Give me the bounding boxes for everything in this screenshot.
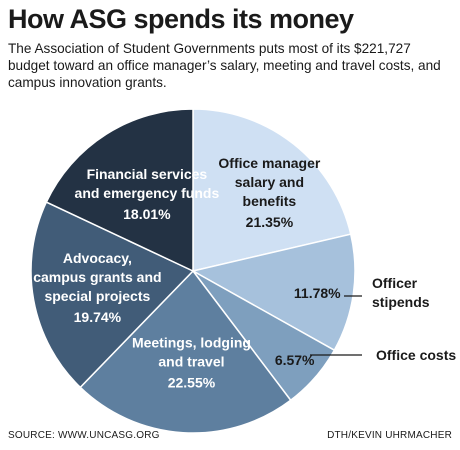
slice-value-financial-services-and-emergency-funds: 18.01% (123, 206, 171, 222)
pie-slice-meetings-lodging-and-travel (79, 269, 292, 434)
slice-label-financial-services-and-emergency-funds-line-1: Financial services (87, 166, 208, 182)
slice-value-officer-stipends: 11.78% (294, 285, 341, 301)
slice-label-office-manager-salary-and-benefits-line-3: benefits (243, 193, 297, 209)
credit-note: DTH/KEVIN UHRMACHER (327, 430, 452, 441)
slice-value-advocacy-campus-grants-and-special-projects: 19.74% (74, 309, 122, 325)
outside-label-office-costs-line-1: Office costs (376, 347, 456, 363)
slice-label-financial-services-and-emergency-funds-line-2: and emergency funds (75, 185, 220, 201)
chart-subtitle: The Association of Student Governments p… (8, 41, 441, 90)
slice-label-advocacy-campus-grants-and-special-projects-line-2: campus grants and (33, 269, 161, 285)
outside-label-officer-stipends-line-1: Officer (372, 275, 418, 291)
pie-slice-advocacy-campus-grants-and-special-projects (30, 201, 195, 389)
pie-slice-financial-services-and-emergency-funds (45, 108, 194, 273)
slice-value-office-costs: 6.57% (275, 352, 315, 368)
slice-label-meetings-lodging-and-travel-line-2: and travel (158, 354, 224, 370)
slice-value-office-manager-salary-and-benefits: 21.35% (246, 214, 294, 230)
slice-label-office-manager-salary-and-benefits-line-2: salary and (235, 174, 304, 190)
slice-label-meetings-lodging-and-travel-line-1: Meetings, lodging (132, 335, 251, 351)
pie-slice-office-manager-salary-and-benefits (192, 108, 352, 272)
chart-title: How ASG spends its money (8, 4, 354, 34)
slice-label-advocacy-campus-grants-and-special-projects-line-3: special projects (44, 288, 150, 304)
source-note: SOURCE: WWW.UNCASG.ORG (8, 430, 160, 441)
outside-label-officer-stipends-line-2: stipends (372, 294, 430, 310)
slice-label-office-manager-salary-and-benefits-line-1: Office manager (218, 155, 320, 171)
slice-label-advocacy-campus-grants-and-special-projects-line-1: Advocacy, (63, 250, 132, 266)
slice-value-meetings-lodging-and-travel: 22.55% (168, 375, 216, 391)
pie-slice-officer-stipends (190, 233, 356, 352)
